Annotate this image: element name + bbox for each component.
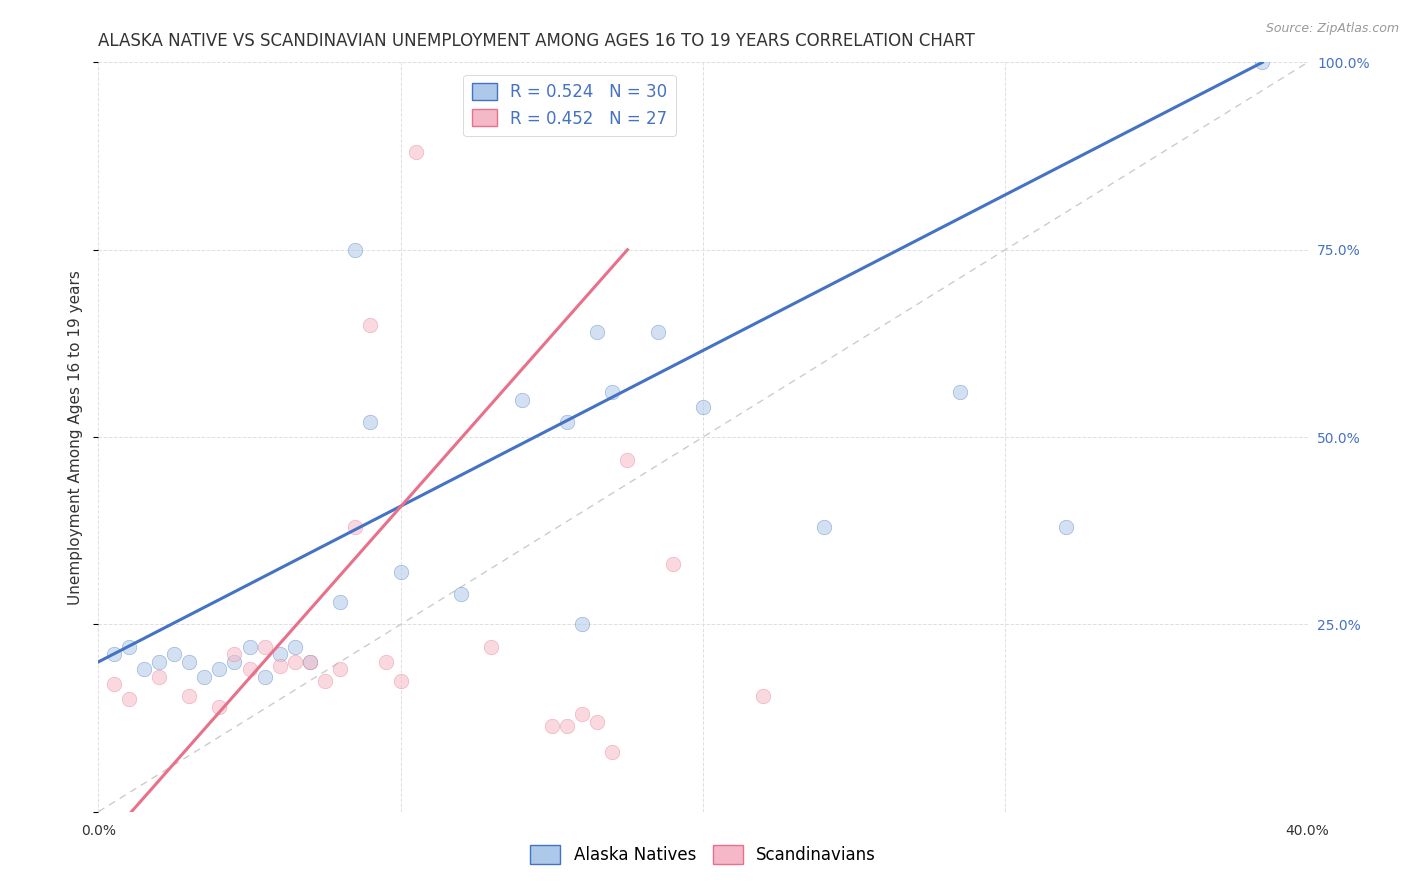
- Point: [374, 655, 396, 669]
- Point: [752, 689, 775, 703]
- Legend: Alaska Natives, Scandinavians: Alaska Natives, Scandinavians: [523, 838, 883, 871]
- Point: [616, 452, 638, 467]
- Point: [813, 520, 835, 534]
- Point: [1054, 520, 1077, 534]
- Point: [179, 655, 201, 669]
- Point: [148, 670, 170, 684]
- Point: [405, 145, 427, 160]
- Point: [239, 662, 262, 676]
- Point: [284, 640, 307, 654]
- Point: [193, 670, 215, 684]
- Point: [253, 670, 276, 684]
- Point: [344, 520, 367, 534]
- Point: [602, 745, 624, 759]
- Point: [224, 648, 246, 662]
- Point: [299, 655, 322, 669]
- Point: [389, 565, 412, 579]
- Point: [555, 718, 578, 732]
- Point: [481, 640, 503, 654]
- Text: ALASKA NATIVE VS SCANDINAVIAN UNEMPLOYMENT AMONG AGES 16 TO 19 YEARS CORRELATION: ALASKA NATIVE VS SCANDINAVIAN UNEMPLOYME…: [98, 32, 976, 50]
- Point: [253, 640, 276, 654]
- Point: [555, 415, 578, 429]
- Point: [344, 243, 367, 257]
- Point: [692, 400, 714, 414]
- Text: Source: ZipAtlas.com: Source: ZipAtlas.com: [1265, 22, 1399, 36]
- Point: [299, 655, 322, 669]
- Point: [1251, 55, 1274, 70]
- Point: [647, 325, 669, 339]
- Point: [329, 595, 352, 609]
- Point: [360, 415, 382, 429]
- Point: [118, 692, 141, 706]
- Point: [586, 325, 609, 339]
- Point: [179, 689, 201, 703]
- Point: [389, 673, 412, 688]
- Point: [103, 677, 125, 691]
- Y-axis label: Unemployment Among Ages 16 to 19 years: Unemployment Among Ages 16 to 19 years: [67, 269, 83, 605]
- Point: [571, 707, 593, 722]
- Point: [163, 648, 186, 662]
- Point: [132, 662, 155, 676]
- Point: [329, 662, 352, 676]
- Point: [314, 673, 336, 688]
- Point: [510, 392, 533, 407]
- Point: [571, 617, 593, 632]
- Point: [360, 318, 382, 332]
- Point: [269, 648, 291, 662]
- Point: [118, 640, 141, 654]
- Point: [224, 655, 246, 669]
- Point: [450, 587, 472, 601]
- Point: [269, 658, 291, 673]
- Point: [103, 648, 125, 662]
- Point: [602, 385, 624, 400]
- Point: [208, 662, 231, 676]
- Point: [208, 699, 231, 714]
- Point: [586, 714, 609, 729]
- Point: [148, 655, 170, 669]
- Point: [284, 655, 307, 669]
- Point: [540, 718, 562, 732]
- Point: [239, 640, 262, 654]
- Point: [661, 558, 683, 572]
- Point: [949, 385, 972, 400]
